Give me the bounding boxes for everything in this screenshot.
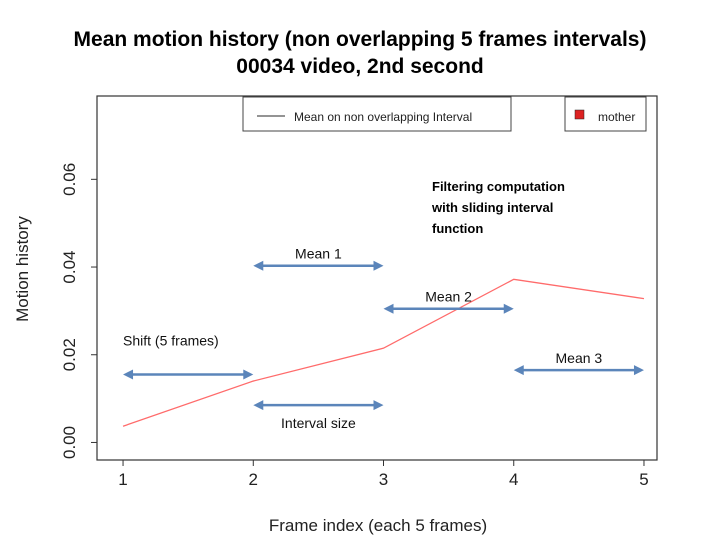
arrow-label: Mean 1 xyxy=(295,246,342,262)
legend-line-label: Mean on non overlapping Interval xyxy=(294,110,472,124)
filtering-line-1: Filtering computation xyxy=(432,179,565,194)
arrow-head xyxy=(503,303,514,314)
arrow-head xyxy=(633,365,644,376)
chart-title: Mean motion history (non overlapping 5 f… xyxy=(74,28,647,51)
arrow-head xyxy=(373,260,384,271)
y-tick-label: 0.02 xyxy=(60,338,79,371)
arrow-layer: Shift (5 frames) Interval size Mean 1 Mean … xyxy=(123,246,644,431)
chart-subtitle: 00034 video, 2nd second xyxy=(236,55,483,78)
legend-series-label: mother xyxy=(598,110,635,124)
x-tick-label: 1 xyxy=(118,470,127,489)
arrow-head xyxy=(243,369,254,380)
arrow-head xyxy=(123,369,134,380)
y-axis-label: Motion history xyxy=(13,216,32,322)
arrow-head xyxy=(253,400,264,411)
x-tick-label: 5 xyxy=(639,470,648,489)
arrow-label: Mean 3 xyxy=(556,350,603,366)
x-tick-label: 3 xyxy=(379,470,388,489)
filtering-line-2: with sliding interval xyxy=(431,200,553,215)
arrow-label: Shift (5 frames) xyxy=(123,332,219,348)
legend-series-swatch xyxy=(574,109,585,120)
x-axis-label: Frame index (each 5 frames) xyxy=(269,516,487,535)
filtering-annotation: Filtering computation with sliding inter… xyxy=(431,179,565,236)
y-tick-label: 0.00 xyxy=(60,426,79,459)
arrow-head xyxy=(253,260,264,271)
y-tick-label: 0.04 xyxy=(60,250,79,283)
arrow-label: Mean 2 xyxy=(425,289,472,305)
series-layer xyxy=(122,278,645,427)
legend-series: mother xyxy=(564,96,647,132)
x-tick-label: 2 xyxy=(249,470,258,489)
arrow-head xyxy=(373,400,384,411)
filtering-line-3: function xyxy=(432,221,483,236)
arrow-head xyxy=(513,365,524,376)
y-tick-label: 0.06 xyxy=(60,163,79,196)
x-tick-label: 4 xyxy=(509,470,518,489)
arrow-head xyxy=(383,303,394,314)
series-line-mother xyxy=(122,278,645,427)
arrow-label: Interval size xyxy=(281,415,356,431)
legend-line: Mean on non overlapping Interval xyxy=(242,96,512,132)
axes: 1 2 3 4 5 0.00 0.02 0.04 0.06 xyxy=(60,163,649,489)
